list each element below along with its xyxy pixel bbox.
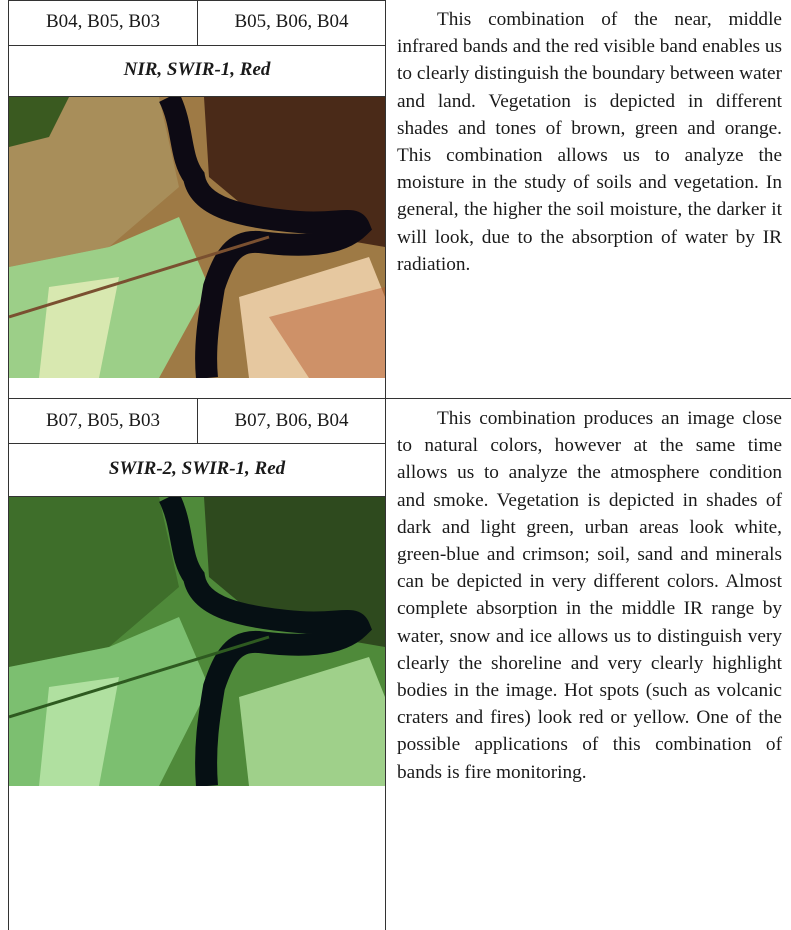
paragraph: This combination of the near, middle inf… [397,9,782,275]
border [197,0,198,45]
description: This combination produces an image close… [397,405,782,786]
border [385,0,386,930]
satellite-image [9,97,385,378]
paragraph: This combination produces an image close… [397,408,782,783]
band-label: B05, B06, B04 [234,11,349,32]
border [8,0,9,930]
subtitle: NIR, SWIR-1, Red [123,59,271,80]
border [8,496,386,497]
subtitle: SWIR-2, SWIR-1, Red [108,458,286,479]
border [8,443,386,444]
border [8,45,386,46]
border [197,398,198,443]
band-label: B07, B05, B03 [45,410,161,431]
description: This combination of the near, middle inf… [397,6,782,278]
band-label: B04, B05, B03 [45,11,161,32]
border [8,398,791,399]
band-label: B07, B06, B04 [234,410,349,431]
satellite-image [9,497,385,786]
border [8,96,386,97]
